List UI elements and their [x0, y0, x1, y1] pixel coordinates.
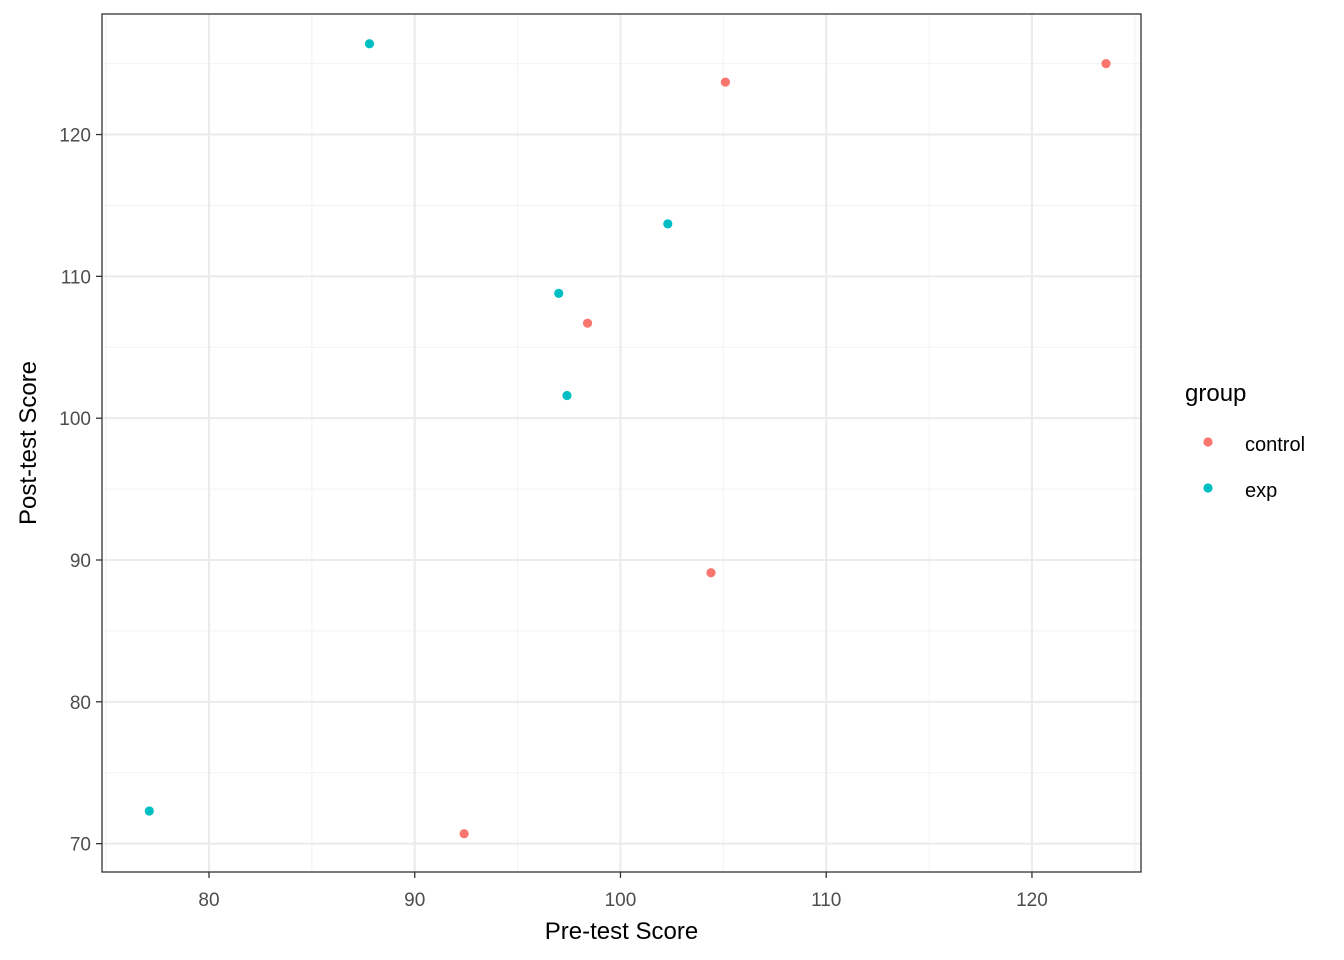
- point-control: [720, 77, 731, 87]
- plot-panel: [101, 13, 1142, 873]
- point-control: [582, 318, 593, 328]
- y-tick-label: 70: [70, 835, 91, 856]
- data-points: [144, 39, 1111, 839]
- point-control: [1101, 59, 1111, 69]
- legend-label-control: control: [1245, 434, 1305, 456]
- x-tick-label: 110: [811, 890, 841, 911]
- minor-gridlines: [102, 14, 1141, 872]
- x-tick-label: 90: [404, 890, 425, 911]
- y-axis-title: Post-test Score: [15, 361, 42, 525]
- x-axis-ticks: 80 90 100 110 120: [198, 872, 1048, 911]
- y-tick-label: 120: [59, 126, 91, 147]
- point-exp: [364, 39, 375, 49]
- x-axis-title: Pre-test Score: [545, 918, 698, 945]
- legend-key-exp: [1203, 483, 1213, 493]
- legend-title: group: [1185, 380, 1246, 407]
- panel-background: [102, 14, 1141, 872]
- x-tick-label: 120: [1016, 890, 1048, 911]
- major-gridlines: [102, 14, 1141, 872]
- y-tick-label: 100: [59, 409, 91, 430]
- legend-key-control: [1203, 437, 1213, 447]
- point-exp: [144, 806, 154, 816]
- y-tick-label: 110: [61, 267, 91, 288]
- legend-entry-exp: exp: [1203, 480, 1277, 502]
- point-exp: [562, 390, 572, 401]
- y-tick-label: 90: [70, 551, 91, 572]
- y-axis-ticks: 70 80 90 100 110 120: [59, 126, 102, 856]
- panel-border: [101, 13, 1142, 873]
- y-tick-label: 80: [70, 693, 91, 714]
- x-tick-label: 100: [605, 890, 637, 911]
- x-tick-label: 80: [198, 890, 219, 911]
- point-control: [706, 568, 716, 578]
- point-exp: [554, 288, 564, 298]
- point-exp: [663, 219, 673, 229]
- legend-label-exp: exp: [1245, 480, 1277, 502]
- legend-entry-control: control: [1203, 434, 1305, 456]
- legend: group control exp: [1185, 380, 1305, 502]
- point-control: [459, 829, 469, 839]
